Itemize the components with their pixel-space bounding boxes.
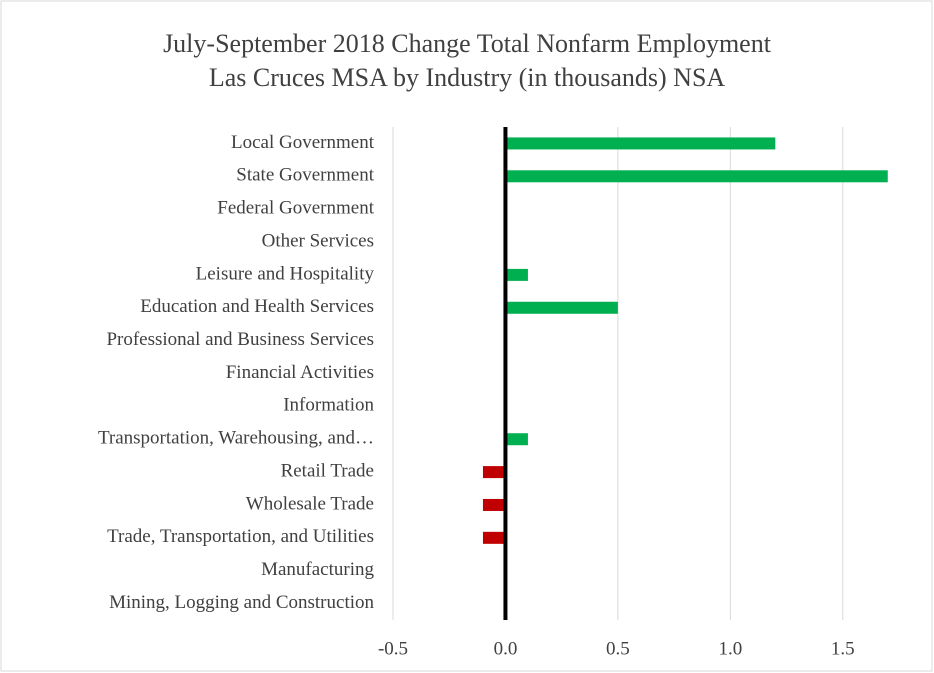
y-tick-label: Mining, Logging and Construction — [109, 592, 374, 613]
x-tick-label: 1.5 — [831, 638, 855, 659]
x-tick-label: 1.0 — [718, 638, 742, 659]
y-tick-label: Education and Health Services — [140, 296, 374, 317]
bar — [505, 268, 528, 281]
bar — [482, 531, 506, 544]
bar — [505, 137, 776, 150]
y-tick-label: Manufacturing — [261, 559, 374, 580]
y-tick-label: State Government — [236, 165, 374, 186]
y-tick-label: Financial Activities — [226, 362, 374, 383]
bar — [482, 498, 506, 511]
bar — [505, 301, 618, 314]
x-tick-label: -0.5 — [378, 638, 408, 659]
y-tick-label: Professional and Business Services — [106, 329, 374, 350]
bar — [505, 170, 888, 183]
y-tick-label: Local Government — [231, 132, 375, 153]
x-tick-label: 0.0 — [494, 638, 518, 659]
y-tick-label: Retail Trade — [281, 460, 374, 481]
y-tick-label: Trade, Transportation, and Utilities — [107, 526, 374, 547]
y-tick-label: Transportation, Warehousing, and… — [98, 428, 374, 449]
y-tick-label: Federal Government — [217, 198, 374, 219]
y-tick-label: Wholesale Trade — [246, 493, 374, 514]
chart-title: Las Cruces MSA by Industry (in thousands… — [209, 63, 726, 92]
y-tick-label: Leisure and Hospitality — [196, 263, 375, 284]
bar — [505, 433, 528, 446]
y-tick-label: Other Services — [262, 230, 374, 251]
y-tick-label: Information — [283, 395, 374, 416]
bar — [482, 466, 506, 479]
x-tick-label: 0.5 — [606, 638, 630, 659]
chart-title: July-September 2018 Change Total Nonfarm… — [163, 29, 772, 58]
